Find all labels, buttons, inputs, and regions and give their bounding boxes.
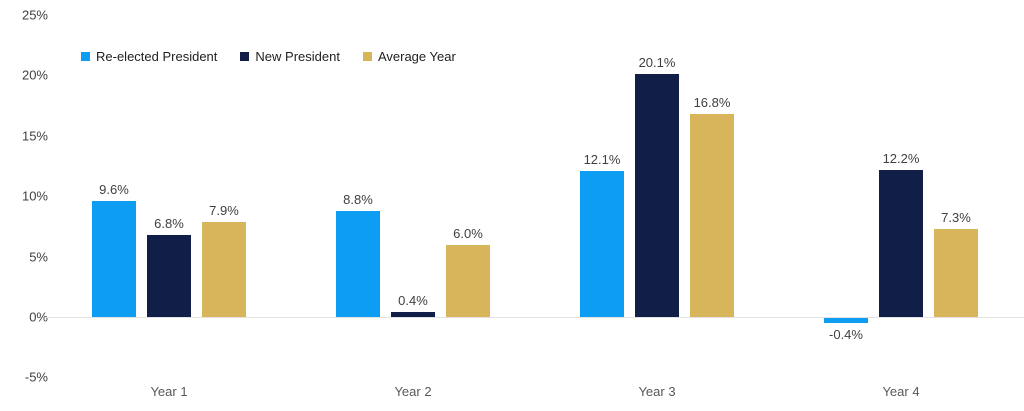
y-tick-label: 10% (21, 188, 48, 204)
bar (147, 234, 191, 317)
bar (446, 244, 490, 317)
chart-legend: Re-elected President New President Average… (81, 50, 456, 63)
bar (934, 228, 978, 317)
bar-value-label: 12.2% (882, 150, 920, 166)
bar (690, 114, 734, 317)
bar-value-label: 8.8% (343, 191, 373, 207)
y-tick-label: -5% (24, 369, 48, 385)
bar-value-label: 0.4% (398, 293, 428, 309)
bar-value-label: -0.4% (829, 326, 863, 342)
legend-item: Average Year (362, 49, 456, 64)
legend-item: Re-elected President (81, 50, 217, 63)
bar (635, 74, 679, 317)
legend-swatch (240, 52, 250, 61)
y-tick-label: 5% (29, 249, 48, 265)
legend-swatch (362, 52, 372, 61)
legend-label: Re-elected President (96, 49, 218, 64)
bar (824, 318, 868, 323)
bar (879, 169, 923, 317)
bar-value-label: 7.9% (209, 202, 239, 218)
category-label: Year 3 (638, 384, 676, 399)
bar (202, 221, 246, 317)
category-label: Year 4 (882, 384, 920, 399)
bar-value-label: 6.0% (453, 225, 483, 241)
bar-value-label: 6.8% (154, 215, 184, 231)
legend-label: Average Year (377, 49, 456, 64)
bar (336, 210, 380, 317)
y-tick-label: 20% (21, 67, 48, 83)
bar (391, 312, 435, 317)
zero-axis-line (45, 317, 1024, 318)
bar (580, 170, 624, 317)
bar-value-label: 7.3% (941, 209, 971, 225)
bar-value-label: 16.8% (693, 95, 731, 111)
bar-value-label: 20.1% (638, 55, 676, 71)
y-tick-label: 0% (29, 309, 48, 325)
y-tick-label: 15% (21, 128, 48, 144)
legend-swatch (81, 52, 90, 61)
legend-label: New President (255, 49, 340, 64)
bar-value-label: 9.6% (99, 182, 129, 198)
bar-value-label: 12.1% (583, 151, 621, 167)
legend-item: New President (240, 50, 340, 63)
category-label: Year 1 (150, 384, 188, 399)
category-label: Year 2 (394, 384, 432, 399)
bar (92, 201, 136, 317)
y-tick-label: 25% (21, 7, 48, 23)
